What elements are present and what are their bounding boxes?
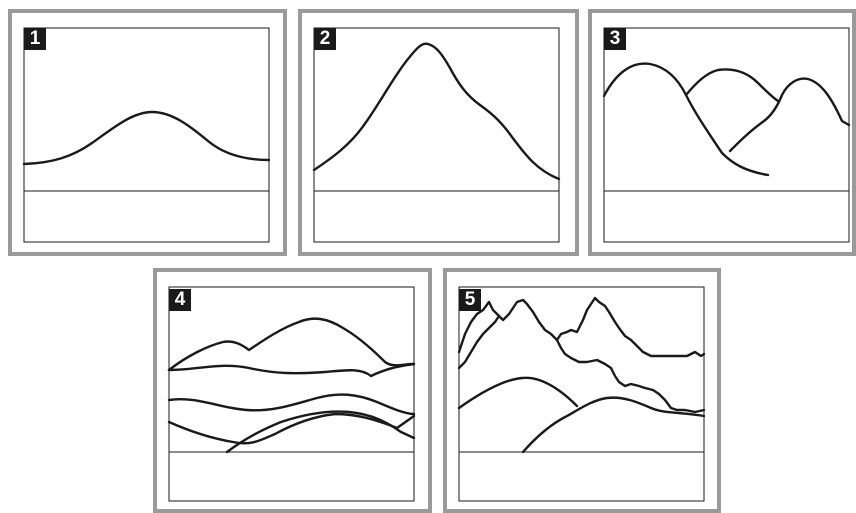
frame-border <box>23 27 270 243</box>
ridge-far-line <box>167 317 416 372</box>
frame-border <box>603 27 850 243</box>
ridge-front-line <box>728 77 851 153</box>
frame-border <box>168 286 415 502</box>
panel-5: 5 <box>443 268 721 513</box>
ridge-lower-peaks-line <box>555 338 706 414</box>
ridge-middle-line <box>167 362 416 378</box>
panel-4-drawing <box>167 286 416 502</box>
frame-border <box>458 286 705 502</box>
panel-5-drawing <box>457 286 706 502</box>
panel-number-badge: 5 <box>459 289 481 311</box>
ridge-near-line <box>167 393 416 416</box>
frame-border <box>313 27 560 243</box>
ridge-line <box>312 42 561 181</box>
panel-3-drawing <box>602 27 851 243</box>
ridge-hill-line <box>457 376 579 410</box>
panel-number-badge: 3 <box>604 28 626 50</box>
panel-3: 3 <box>588 9 856 256</box>
panel-2: 2 <box>298 9 579 256</box>
ridge-front-line <box>167 412 416 445</box>
panel-number-badge: 4 <box>169 289 191 311</box>
panel-4: 4 <box>153 268 432 513</box>
ridge-left-line <box>457 314 501 370</box>
ridge-peaks-line <box>457 296 706 358</box>
ridge-foreground-line <box>225 410 416 454</box>
ridge-middle-line <box>684 68 780 103</box>
panel-1-drawing <box>22 27 271 243</box>
ridge-back-line <box>602 62 770 177</box>
ridge-foreground-line <box>521 396 706 454</box>
panel-number-badge: 1 <box>24 28 46 50</box>
panel-2-drawing <box>312 27 561 243</box>
panel-number-badge: 2 <box>314 28 336 50</box>
panel-1: 1 <box>8 9 287 256</box>
ridge-line <box>22 110 271 166</box>
